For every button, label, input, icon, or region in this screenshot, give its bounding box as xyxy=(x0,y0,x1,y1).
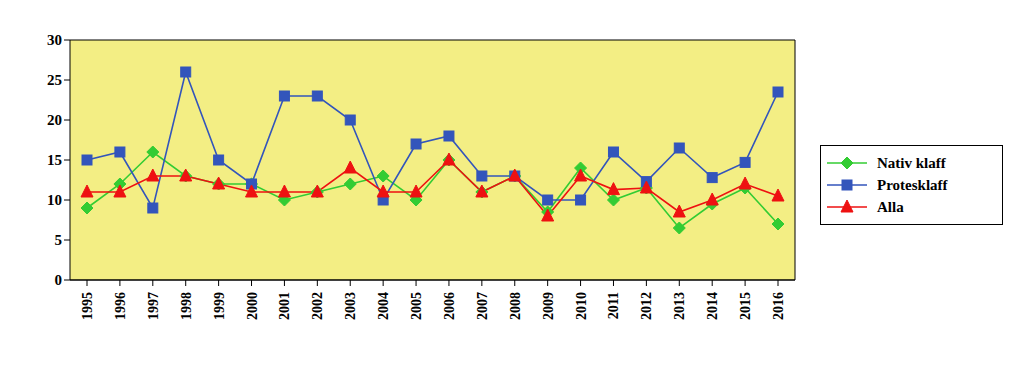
svg-text:2012: 2012 xyxy=(639,292,654,320)
svg-text:10: 10 xyxy=(47,192,62,208)
html-text:Protesklaff: Protesklaff xyxy=(877,176,948,193)
svg-text:1996: 1996 xyxy=(113,292,128,320)
svg-text:2006: 2006 xyxy=(442,292,457,320)
svg-text:15: 15 xyxy=(47,152,62,168)
svg-text:1998: 1998 xyxy=(179,292,194,320)
svg-text:2015: 2015 xyxy=(738,292,753,320)
svg-text:0: 0 xyxy=(55,272,63,288)
svg-text:2009: 2009 xyxy=(541,292,556,320)
svg-text:2011: 2011 xyxy=(606,292,621,319)
html-text:Alla: Alla xyxy=(877,198,904,215)
svg-text:2007: 2007 xyxy=(475,292,490,320)
svg-text:5: 5 xyxy=(55,232,63,248)
svg-text:2004: 2004 xyxy=(376,292,391,320)
svg-text:1999: 1999 xyxy=(212,292,227,320)
svg-text:2003: 2003 xyxy=(343,292,358,320)
html-text:Nativ klaff: Nativ klaff xyxy=(877,154,946,171)
svg-text:20: 20 xyxy=(47,112,62,128)
svg-text:1995: 1995 xyxy=(80,292,95,320)
svg-text:2016: 2016 xyxy=(771,292,786,320)
svg-text:2014: 2014 xyxy=(705,292,720,320)
svg-text:2000: 2000 xyxy=(245,292,260,320)
svg-text:2010: 2010 xyxy=(574,292,589,320)
svg-text:2008: 2008 xyxy=(508,292,523,320)
svg-text:1997: 1997 xyxy=(146,292,161,320)
svg-text:2013: 2013 xyxy=(672,292,687,320)
svg-text:30: 30 xyxy=(47,32,62,48)
svg-text:2002: 2002 xyxy=(310,292,325,320)
svg-text:2005: 2005 xyxy=(409,292,424,320)
svg-text:25: 25 xyxy=(47,72,62,88)
svg-text:2001: 2001 xyxy=(277,292,292,320)
